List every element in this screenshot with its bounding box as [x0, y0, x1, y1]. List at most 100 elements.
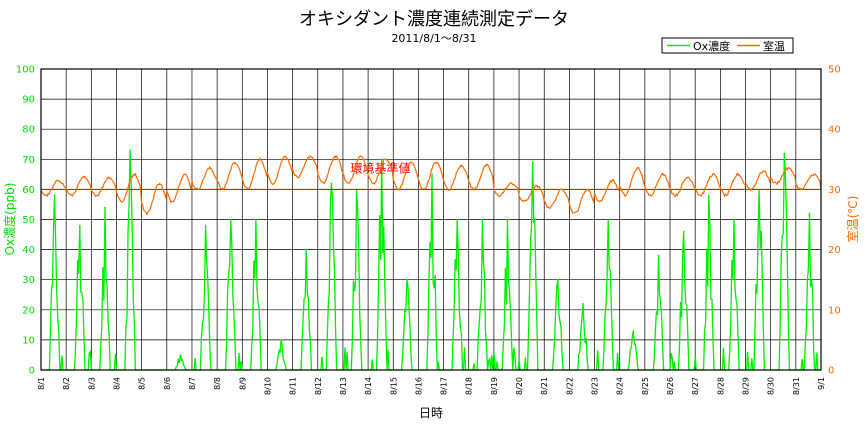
temp-max-point [511, 182, 513, 185]
x-axis-ticks: 8/1 8/2 8/3 8/4 8/5 8/6 8/7 8/8 8/9 8/10 8/11 8/12 8… [37, 377, 826, 395]
temp-max-point [485, 164, 488, 166]
ox-peak-point [380, 158, 383, 161]
ox-peak-point [330, 182, 333, 185]
x-tick-label: 8/22 [565, 377, 574, 395]
x-tick-label: 8/11 [289, 377, 298, 395]
temp-max-point [133, 173, 135, 175]
temp-max-point [611, 179, 614, 182]
temp-max-point [385, 158, 387, 160]
temp-max-point [334, 155, 337, 157]
y-tick-label-right: 0 [828, 366, 834, 377]
temp-max-point [662, 173, 664, 175]
x-tick-label: 8/25 [641, 377, 650, 395]
ox-peak-point [255, 218, 257, 221]
temp-max-point [360, 155, 362, 157]
temp-line [40, 154, 822, 216]
x-tick-label: 8/6 [163, 377, 172, 390]
temp-max-point [737, 173, 739, 175]
x-tick-label: 8/16 [414, 377, 423, 395]
x-tick-label: 8/8 [213, 377, 222, 390]
ox-peak-point [557, 278, 559, 281]
legend-box [661, 37, 794, 54]
temp-max-point [309, 155, 312, 157]
ox-peak-point [179, 354, 182, 356]
x-tick-label: 8/19 [490, 377, 499, 395]
x-tick-label: 8/15 [389, 377, 398, 395]
ox-peak-point [531, 161, 534, 164]
temp-max-point [58, 179, 60, 182]
temp-max-point [435, 161, 437, 163]
x-tick-label: 8/3 [87, 377, 96, 390]
x-tick-label: 8/1 [37, 377, 46, 390]
y-tick-label-left: 80 [22, 125, 35, 136]
temp-series [40, 154, 822, 216]
chart-subtitle: 2011/8/1～8/31 [391, 32, 476, 45]
y-tick-label-left: 90 [22, 95, 35, 106]
ox-peak-point [456, 218, 459, 221]
y-tick-label-left: 70 [22, 155, 35, 166]
temp-max-point [636, 167, 639, 169]
y-tick-label-left: 30 [22, 275, 35, 286]
ox-peak-point [607, 218, 609, 221]
temp-max-point [234, 161, 236, 163]
y-tick-label-left: 0 [29, 366, 35, 377]
x-tick-label: 8/9 [238, 377, 247, 390]
temp-max-point [813, 173, 815, 175]
legend: Ox濃度 室温 [661, 37, 794, 54]
x-tick-label: 8/28 [716, 377, 725, 395]
x-tick-label: 8/23 [591, 377, 600, 395]
y-tick-label-right: 40 [828, 125, 841, 136]
y-tick-label-left: 50 [22, 215, 35, 226]
temp-max-point [183, 173, 186, 175]
x-tick-label: 8/30 [767, 377, 776, 395]
x-tick-label: 8/14 [364, 377, 373, 395]
y-tick-label-left: 20 [22, 305, 35, 316]
x-tick-label: 8/27 [691, 377, 700, 395]
temp-max-point [158, 182, 161, 185]
ox-peak-point [733, 218, 735, 221]
x-tick-label: 8/17 [440, 377, 449, 395]
legend-ox-label: Ox濃度 [693, 39, 730, 53]
ox-peak-point [481, 218, 484, 221]
grid [41, 69, 821, 370]
y-tick-label-left: 60 [22, 185, 35, 196]
temp-max-point [787, 167, 790, 169]
ox-peak-point [783, 152, 786, 155]
x-tick-label: 8/31 [792, 377, 801, 395]
ox-peak-point [104, 206, 106, 209]
y-tick-label-left: 40 [22, 245, 35, 256]
x-tick-label: 8/12 [314, 377, 323, 395]
ox-peak-point [431, 173, 433, 176]
x-axis-label: 日時 [419, 406, 443, 420]
legend-temp-label: 室温 [763, 39, 785, 53]
temp-max-point [762, 170, 764, 172]
x-tick-label: 8/5 [138, 377, 147, 390]
ox-peak-point [280, 339, 282, 341]
ox-peak-point [305, 248, 308, 251]
temp-max-point [712, 173, 714, 175]
left-axis-label: Ox濃度(ppb) [2, 183, 17, 256]
y-tick-label-right: 10 [828, 305, 841, 316]
right-axis-label: 室温(℃) [845, 196, 860, 243]
temp-max-point [536, 185, 538, 188]
chart-title: オキシダント濃度連続測定データ [299, 9, 569, 30]
temp-max-point [209, 167, 211, 169]
temp-max-point [284, 155, 286, 157]
ox-peak-point [406, 278, 408, 281]
x-tick-label: 8/24 [616, 377, 625, 395]
ox-peak-point [632, 330, 635, 332]
right-axis-ticks: 0 10 20 30 40 50 [828, 65, 841, 377]
temp-max-point [460, 164, 463, 166]
ox-peak-point [53, 194, 56, 197]
ox-peak-point [708, 194, 710, 197]
plot-area: 環境基準値 [40, 68, 822, 371]
y-tick-label-left: 10 [22, 335, 35, 346]
x-tick-label: 8/4 [112, 377, 121, 390]
x-tick-label: 9/1 [817, 377, 826, 390]
left-axis-ticks: 0 10 20 30 40 50 60 70 80 90 100 [16, 65, 35, 377]
y-tick-label-right: 30 [828, 185, 841, 196]
temp-max-point [586, 188, 588, 191]
ox-peak-point [129, 149, 131, 152]
ox-peak-point [808, 212, 811, 215]
